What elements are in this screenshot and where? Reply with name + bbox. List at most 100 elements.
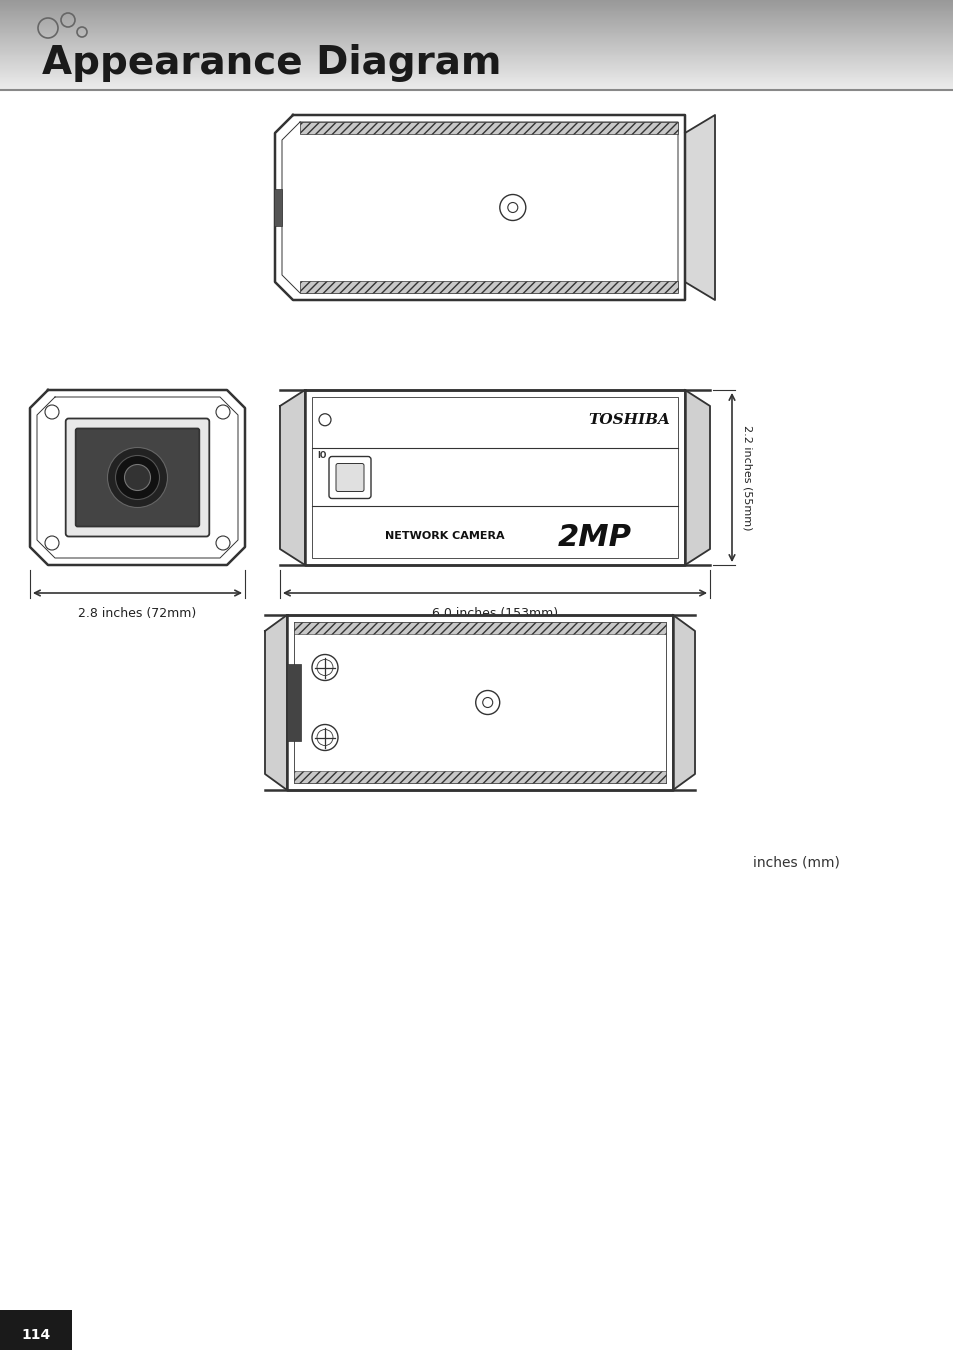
Bar bbox=[0, 4, 953, 5]
Text: 6.0 inches (153mm): 6.0 inches (153mm) bbox=[432, 608, 558, 620]
Text: 2.8 inches (72mm): 2.8 inches (72mm) bbox=[78, 608, 196, 620]
Bar bbox=[299, 281, 678, 293]
Bar bbox=[0, 20, 953, 22]
Bar bbox=[0, 84, 953, 85]
Text: 114: 114 bbox=[21, 1328, 51, 1342]
Circle shape bbox=[507, 202, 517, 212]
Bar bbox=[0, 45, 953, 46]
Bar bbox=[0, 11, 953, 12]
Bar bbox=[0, 1, 953, 3]
Polygon shape bbox=[274, 115, 684, 300]
Bar bbox=[0, 28, 953, 30]
Bar bbox=[0, 73, 953, 74]
Bar bbox=[0, 31, 953, 32]
Text: 2.2 inches (55mm): 2.2 inches (55mm) bbox=[742, 425, 752, 531]
Circle shape bbox=[108, 447, 168, 508]
Bar bbox=[0, 31, 953, 34]
Circle shape bbox=[115, 455, 159, 500]
Bar bbox=[0, 18, 953, 19]
Polygon shape bbox=[672, 616, 695, 790]
Bar bbox=[0, 68, 953, 69]
Bar bbox=[0, 55, 953, 57]
Text: NETWORK CAMERA: NETWORK CAMERA bbox=[385, 531, 504, 541]
Bar bbox=[0, 47, 953, 49]
Bar bbox=[0, 8, 953, 9]
Polygon shape bbox=[265, 616, 287, 790]
Bar bbox=[0, 12, 953, 14]
Bar bbox=[0, 65, 953, 68]
Bar bbox=[0, 77, 953, 80]
Bar bbox=[0, 23, 953, 24]
Bar bbox=[0, 58, 953, 61]
Bar bbox=[0, 78, 953, 81]
Bar bbox=[312, 397, 678, 558]
Bar bbox=[0, 30, 953, 31]
Bar bbox=[0, 24, 953, 26]
Text: TOSHIBA: TOSHIBA bbox=[587, 413, 669, 427]
Bar bbox=[0, 32, 953, 34]
Bar bbox=[0, 89, 953, 90]
Polygon shape bbox=[684, 115, 714, 300]
Text: IO: IO bbox=[316, 451, 326, 459]
Polygon shape bbox=[305, 390, 684, 566]
Bar bbox=[0, 42, 953, 43]
Polygon shape bbox=[287, 616, 672, 790]
Bar bbox=[0, 24, 953, 27]
Bar bbox=[0, 5, 953, 7]
Bar bbox=[0, 88, 953, 89]
Bar bbox=[0, 34, 953, 35]
Bar bbox=[0, 39, 953, 40]
Bar bbox=[0, 85, 953, 88]
Circle shape bbox=[318, 413, 331, 425]
Bar bbox=[0, 45, 953, 47]
Bar bbox=[299, 122, 678, 134]
Bar bbox=[0, 63, 953, 65]
Bar bbox=[0, 80, 953, 81]
Bar bbox=[0, 57, 953, 58]
Bar bbox=[0, 7, 953, 8]
Bar bbox=[0, 84, 953, 86]
Bar bbox=[0, 46, 953, 47]
Bar bbox=[0, 66, 953, 68]
Bar bbox=[0, 49, 953, 50]
Bar bbox=[0, 77, 953, 78]
FancyBboxPatch shape bbox=[66, 418, 209, 536]
Bar bbox=[0, 14, 953, 15]
Bar bbox=[0, 3, 953, 4]
Bar bbox=[0, 72, 953, 73]
Polygon shape bbox=[30, 390, 245, 566]
Polygon shape bbox=[684, 390, 709, 566]
Bar bbox=[0, 76, 953, 77]
Bar bbox=[0, 50, 953, 51]
Bar bbox=[0, 0, 953, 1]
Polygon shape bbox=[280, 390, 305, 566]
Bar bbox=[0, 16, 953, 18]
Bar bbox=[0, 4, 953, 7]
Bar bbox=[0, 1310, 71, 1350]
Bar bbox=[0, 19, 953, 20]
Bar bbox=[0, 53, 953, 54]
Bar bbox=[0, 15, 953, 16]
Bar bbox=[0, 51, 953, 53]
Text: inches (mm): inches (mm) bbox=[752, 855, 840, 869]
Bar bbox=[0, 58, 953, 59]
Bar bbox=[0, 40, 953, 42]
Bar bbox=[294, 622, 665, 634]
Bar bbox=[0, 18, 953, 20]
Bar bbox=[0, 62, 953, 63]
Bar bbox=[294, 771, 665, 783]
Bar bbox=[0, 81, 953, 82]
Bar bbox=[0, 70, 953, 72]
FancyBboxPatch shape bbox=[329, 456, 371, 498]
Bar bbox=[0, 11, 953, 14]
Bar bbox=[0, 27, 953, 28]
Bar bbox=[0, 26, 953, 27]
Bar bbox=[287, 664, 301, 741]
Bar bbox=[0, 61, 953, 62]
Bar bbox=[274, 189, 282, 225]
FancyBboxPatch shape bbox=[335, 463, 364, 491]
FancyBboxPatch shape bbox=[75, 428, 199, 526]
Bar bbox=[294, 622, 665, 783]
Bar bbox=[0, 59, 953, 61]
Bar bbox=[0, 54, 953, 55]
